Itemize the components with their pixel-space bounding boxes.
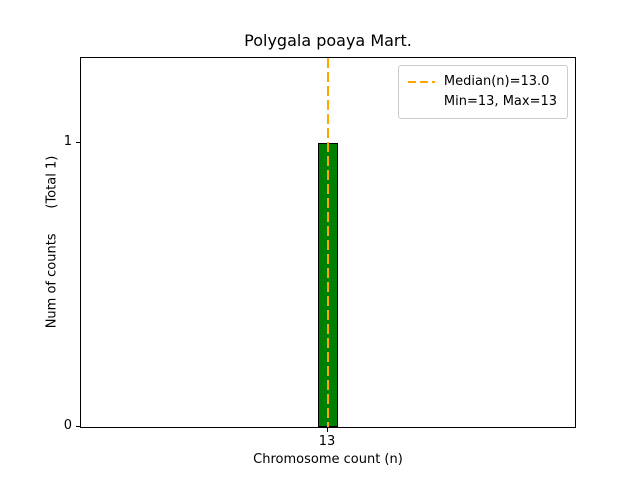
median-line <box>327 58 329 427</box>
chart-title: Polygala poaya Mart. <box>244 31 412 50</box>
x-tick-mark <box>327 428 328 432</box>
legend-empty-handle <box>408 101 435 103</box>
x-tick-label: 13 <box>318 434 336 449</box>
legend-label-minmax: Min=13, Max=13 <box>443 94 557 109</box>
median-dashed-line-sample-icon <box>407 81 435 83</box>
legend-row-minmax: Min=13, Max=13 <box>408 92 557 112</box>
y-tick-mark <box>76 426 80 427</box>
legend-label-median: Median(n)=13.0 <box>443 74 550 89</box>
x-axis-label: Chromosome count (n) <box>253 452 403 467</box>
y-tick-label: 0 <box>63 418 72 433</box>
y-tick-mark <box>76 142 80 144</box>
y-axis-label: Num of counts (Total 1) <box>44 155 60 329</box>
legend: Median(n)=13.0 Min=13, Max=13 <box>397 65 568 119</box>
legend-row-median: Median(n)=13.0 <box>407 72 557 92</box>
plot-area: Median(n)=13.0 Min=13, Max=13 <box>80 57 576 428</box>
y-tick-label: 1 <box>63 134 72 150</box>
